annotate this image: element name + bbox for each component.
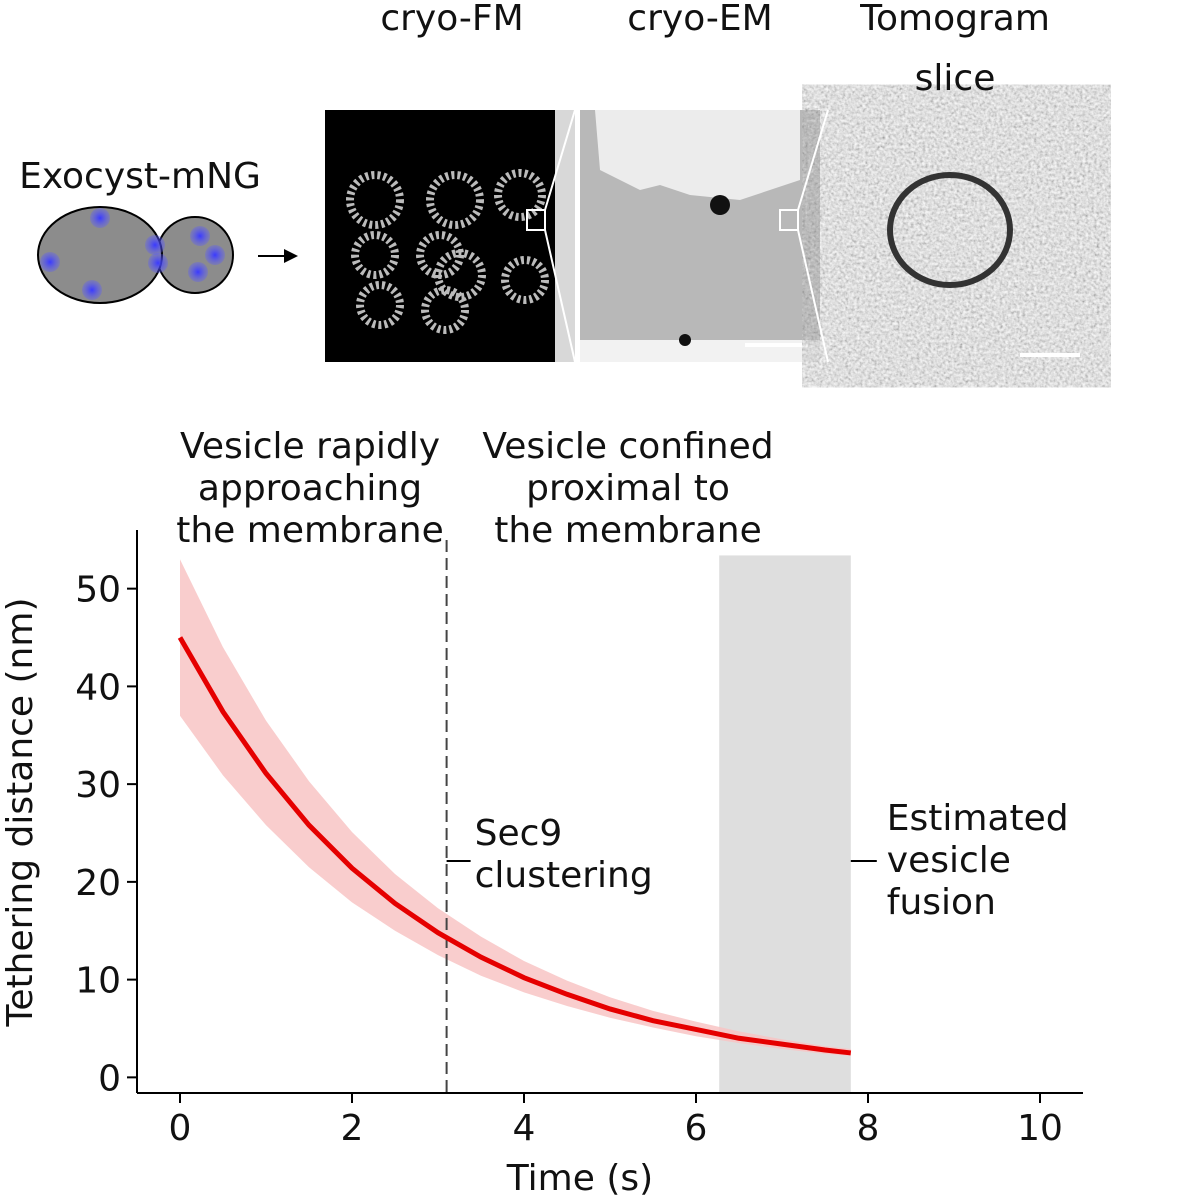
fusion-span	[719, 555, 851, 1092]
y-tick-label: 30	[75, 765, 121, 806]
panel-title: cryo-EM	[627, 0, 772, 39]
phase-label: the membrane	[176, 510, 444, 551]
y-tick-label: 0	[98, 1058, 121, 1099]
y-tick-label: 20	[75, 863, 121, 904]
x-tick-label: 8	[857, 1108, 880, 1149]
x-axis-label: Time (s)	[506, 1158, 653, 1199]
micrographs	[325, 109, 1085, 363]
panel-title: cryo-FM	[380, 0, 523, 39]
phase-label: the membrane	[494, 510, 762, 551]
y-tick-label: 10	[75, 961, 121, 1002]
phase-label: proximal to	[526, 468, 730, 509]
panel-title: Tomogram	[859, 0, 1050, 39]
cell-label: Exocyst-mNG	[19, 156, 261, 197]
event-label: clustering	[475, 855, 653, 896]
span-label: fusion	[887, 882, 996, 923]
panel-title: slice	[915, 58, 996, 99]
span-label: vesicle	[887, 840, 1011, 881]
x-tick-label: 2	[341, 1108, 364, 1149]
fit-line	[177, 636, 852, 1056]
y-axis-label: Tethering distance (nm)	[0, 598, 41, 1028]
event-label: Sec9	[475, 813, 563, 854]
span-label: Estimated	[887, 798, 1069, 839]
x-tick-label: 0	[169, 1108, 192, 1149]
x-tick-label: 6	[685, 1108, 708, 1149]
x-tick-label: 4	[513, 1108, 536, 1149]
x-tick-label: 10	[1017, 1108, 1063, 1149]
phase-label: approaching	[198, 468, 422, 509]
phase-label: Vesicle rapidly	[180, 426, 440, 467]
y-tick-label: 40	[75, 667, 121, 708]
cell-sketch	[37, 206, 298, 304]
phase-label: Vesicle confined	[482, 426, 773, 467]
confidence-band	[180, 559, 851, 1056]
y-tick-label: 50	[75, 570, 121, 611]
